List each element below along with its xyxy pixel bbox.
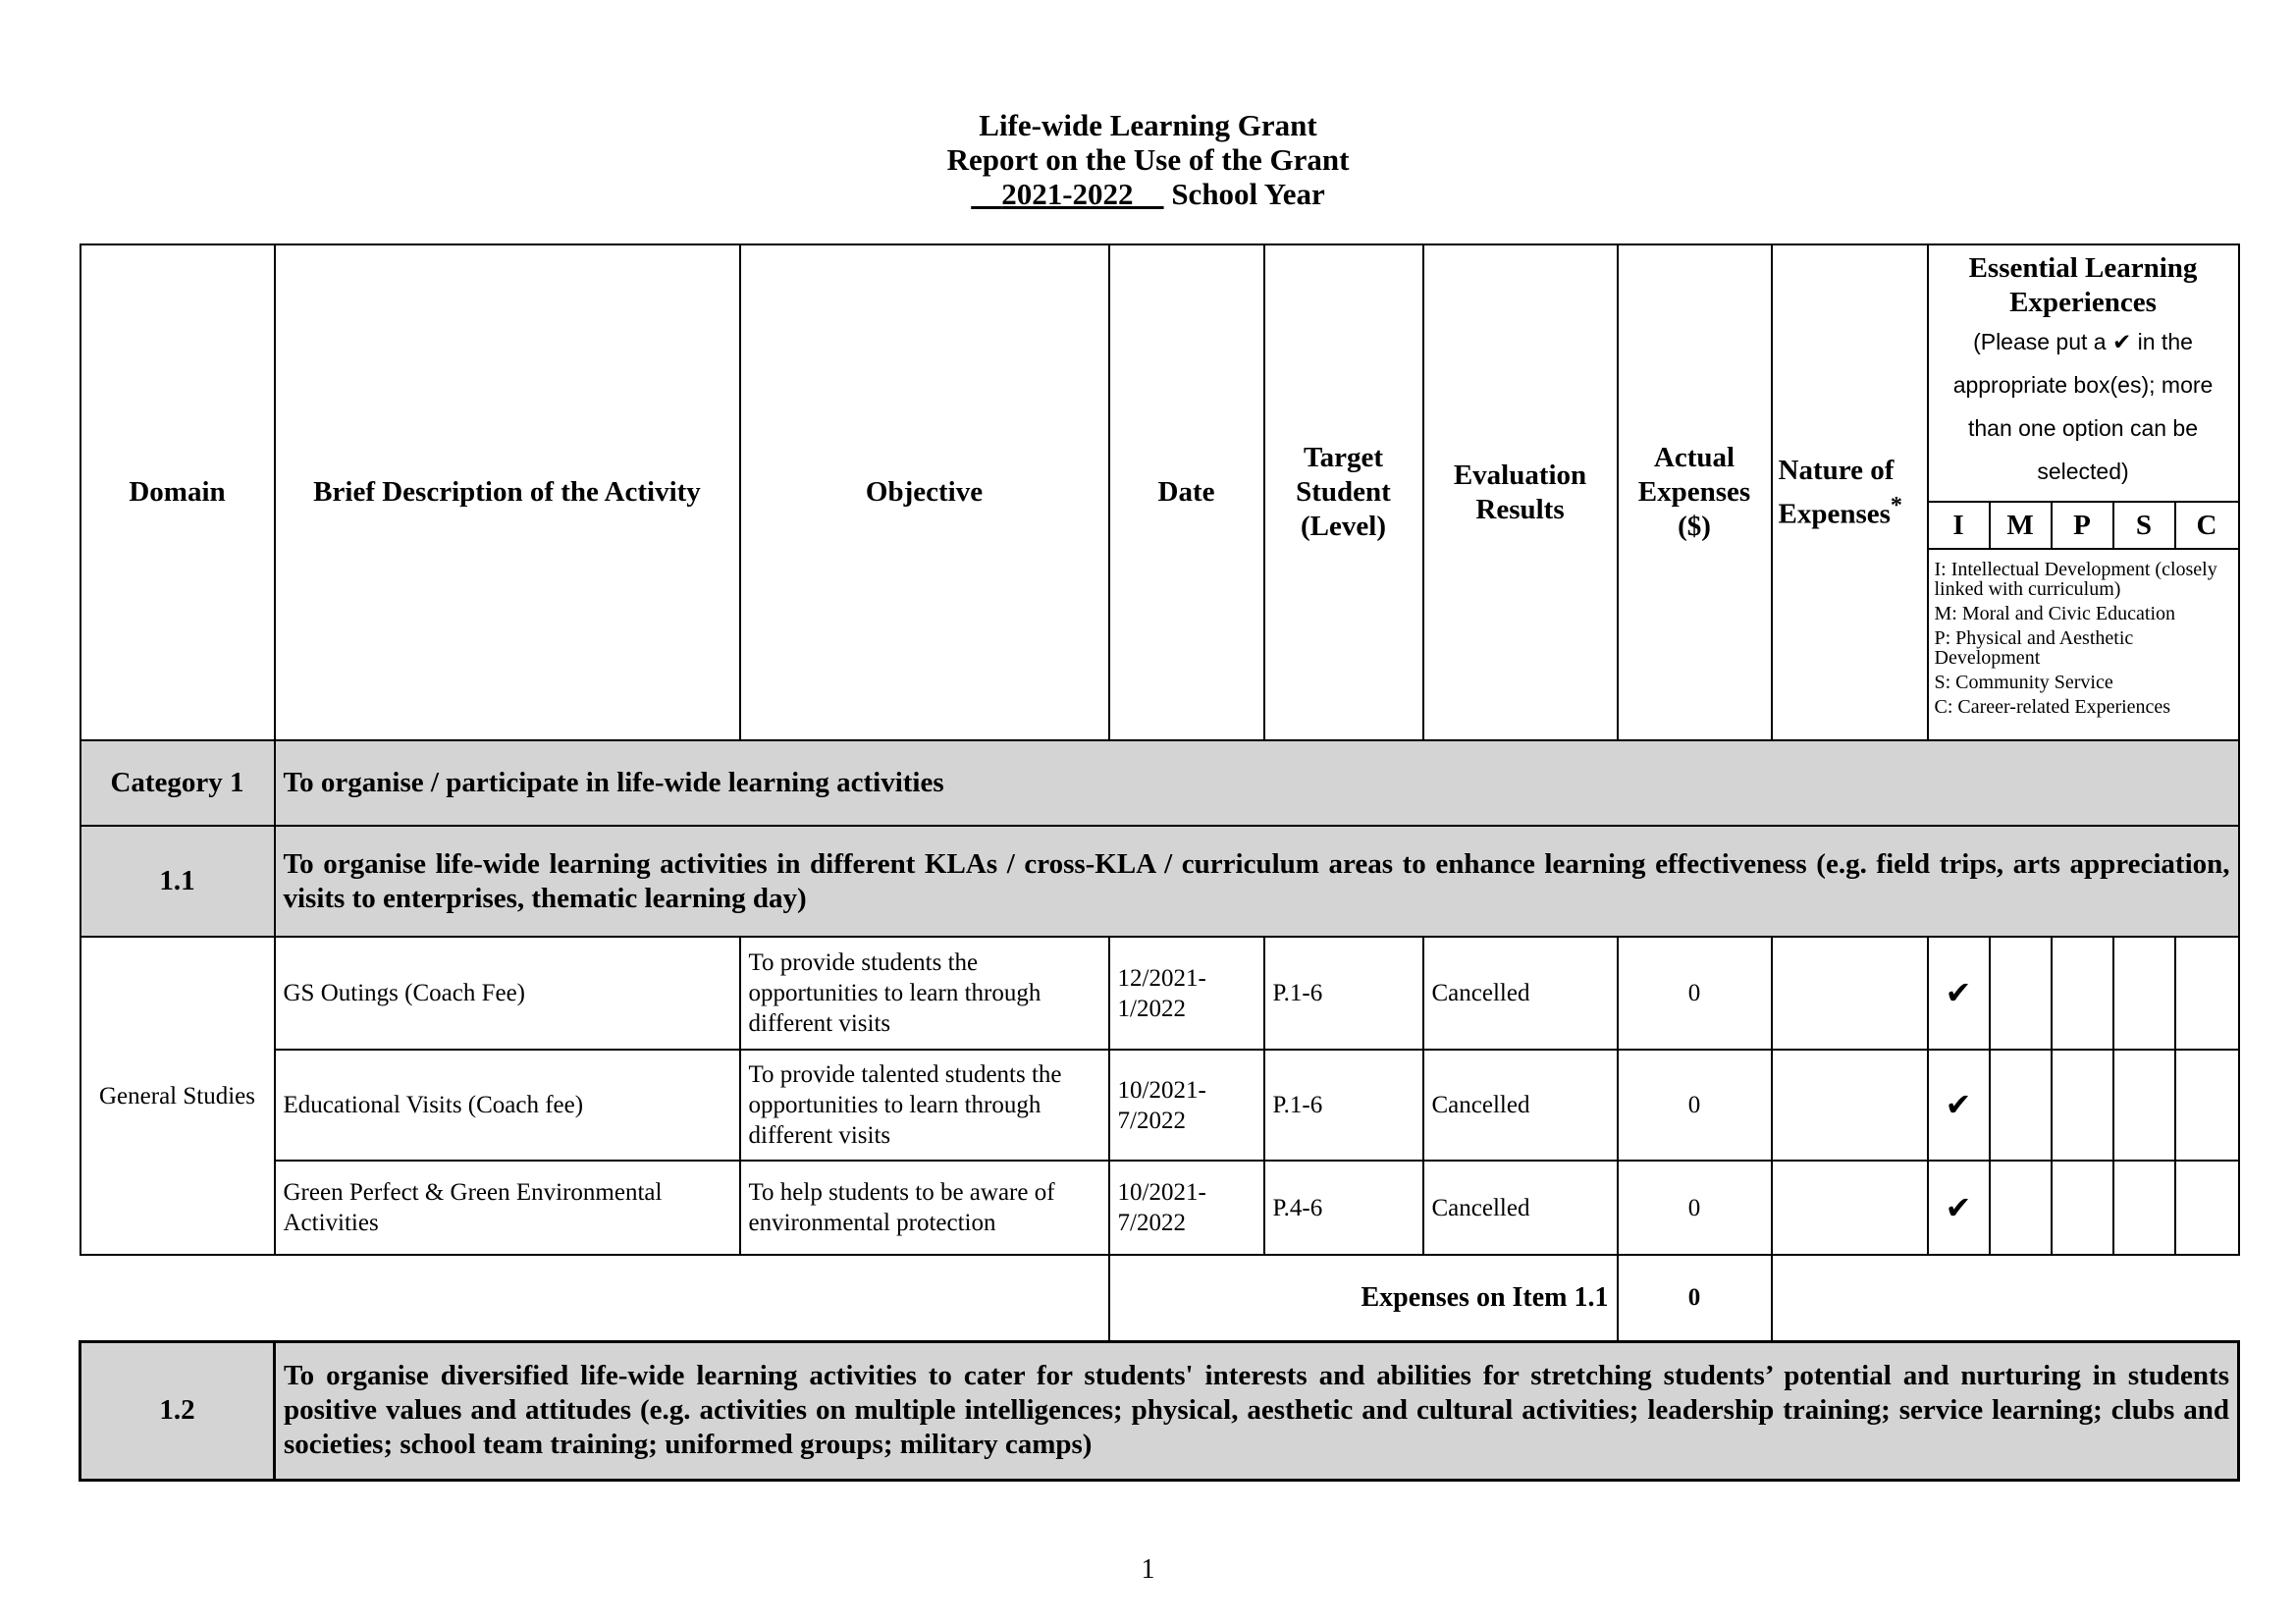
item-1-1-text: To organise life-wide learning activitie… (273, 825, 2240, 938)
activity-expenses: 0 (1616, 1160, 1773, 1256)
activity-evaluation: Cancelled (1421, 1160, 1619, 1256)
check-m[interactable] (1988, 1160, 2053, 1256)
check-i[interactable]: ✔ (1926, 936, 1991, 1051)
header-domain: Domain (79, 243, 276, 741)
header-description: Brief Description of the Activity (273, 243, 741, 741)
activity-evaluation: Cancelled (1421, 936, 1619, 1051)
check-c[interactable] (2173, 1160, 2240, 1256)
item-1-2-label: 1.2 (79, 1339, 276, 1482)
ele-title: Essential Learning Experiences (1968, 252, 2198, 318)
item-1-2-text: To organise diversified life-wide learni… (273, 1339, 2240, 1482)
table-row: Educational Visits (Coach fee) To provid… (80, 1049, 2240, 1162)
check-i[interactable]: ✔ (1926, 1049, 1991, 1162)
header-evaluation: Evaluation Results (1421, 243, 1619, 741)
domain-cell: General Studies (79, 936, 276, 1256)
header-target: Target Student (Level) (1262, 243, 1424, 741)
legend-item: S: Community Service (1934, 672, 2113, 693)
check-s[interactable] (2111, 1160, 2176, 1256)
school-year-suffix: School Year (1171, 177, 1325, 211)
check-c[interactable] (2173, 1049, 2240, 1162)
table-row: Green Perfect & Green Environmental Acti… (80, 1160, 2240, 1256)
title-line-2: Report on the Use of the Grant (946, 142, 1350, 177)
footnote-mark: * (1890, 491, 1902, 518)
check-p[interactable] (2050, 936, 2114, 1051)
subtotal-row: Expenses on Item 1.1 0 (80, 1254, 2239, 1342)
check-s[interactable] (2111, 1049, 2176, 1162)
table-row: General Studies GS Outings (Coach Fee) T… (79, 936, 2240, 1256)
activity-expenses: 0 (1616, 936, 1773, 1051)
activity-evaluation: Cancelled (1421, 1049, 1619, 1162)
activity-nature (1770, 1049, 1929, 1162)
header-nature-label: Nature of Expenses (1778, 454, 1895, 530)
activity-nature (1770, 1160, 1929, 1256)
check-m[interactable] (1988, 1049, 2053, 1162)
blank-cell (1770, 1254, 2239, 1341)
header-ele: Essential Learning Experiences (Please p… (1926, 243, 2240, 503)
school-year: 2021-2022 (1001, 177, 1134, 211)
check-i[interactable]: ✔ (1926, 1160, 1991, 1256)
item-1-1-label: 1.1 (79, 825, 276, 938)
blank-cell (80, 1254, 1109, 1341)
check-s[interactable] (2111, 936, 2176, 1051)
grant-report-table: Domain Brief Description of the Activity… (79, 243, 2240, 1482)
header-date: Date (1107, 243, 1265, 741)
ele-note: (Please put a ✔ in the appropriate box(e… (1952, 329, 2214, 484)
ele-col-i: I (1926, 501, 1991, 550)
activity-date: 10/2021-7/2022 (1107, 1160, 1265, 1256)
activity-date: 12/2021-1/2022 (1107, 936, 1265, 1051)
legend-item: I: Intellectual Development (closely lin… (1934, 559, 2217, 600)
activity-objective: To help students to be aware of environm… (738, 1160, 1110, 1256)
title-line-3: 2021-2022 School Year (0, 177, 2296, 211)
check-p[interactable] (2050, 1049, 2114, 1162)
check-m[interactable] (1988, 936, 2053, 1051)
activity-expenses: 0 (1616, 1049, 1773, 1162)
activity-description: GS Outings (Coach Fee) (273, 936, 741, 1051)
activity-description: Green Perfect & Green Environmental Acti… (273, 1160, 741, 1256)
activity-target: P.1-6 (1262, 936, 1424, 1051)
document-title: Life-wide Learning Grant Report on the U… (0, 108, 2296, 211)
ele-col-p: P (2050, 501, 2114, 550)
ele-col-m: M (1988, 501, 2053, 550)
activity-objective: To provide students the opportunities to… (738, 936, 1110, 1051)
activity-date: 10/2021-7/2022 (1107, 1049, 1265, 1162)
check-c[interactable] (2173, 936, 2240, 1051)
header-expenses: Actual Expenses ($) (1616, 243, 1773, 741)
legend-item: P: Physical and Aesthetic Development (1934, 627, 2134, 669)
category-1-label: Category 1 (79, 739, 276, 827)
header-objective: Objective (738, 243, 1110, 741)
ele-col-s: S (2111, 501, 2176, 550)
activity-objective: To provide talented students the opportu… (738, 1049, 1110, 1162)
activity-target: P.4-6 (1262, 1160, 1424, 1256)
ele-legend: I: Intellectual Development (closely lin… (1926, 548, 2240, 741)
category-1-text: To organise / participate in life-wide l… (273, 739, 2240, 827)
check-p[interactable] (2050, 1160, 2114, 1256)
legend-item: C: Career-related Experiences (1934, 696, 2171, 718)
title-line-1: Life-wide Learning Grant (979, 108, 1317, 142)
subtotal-value: 0 (1616, 1254, 1773, 1342)
activity-target: P.1-6 (1262, 1049, 1424, 1162)
subtotal-label: Expenses on Item 1.1 (1107, 1254, 1619, 1342)
header-nature: Nature of Expenses* (1770, 243, 1929, 741)
activity-description: Educational Visits (Coach fee) (273, 1049, 741, 1162)
page-number: 1 (1141, 1554, 1155, 1585)
ele-col-c: C (2173, 501, 2240, 550)
legend-item: M: Moral and Civic Education (1934, 603, 2176, 624)
activity-nature (1770, 936, 1929, 1051)
